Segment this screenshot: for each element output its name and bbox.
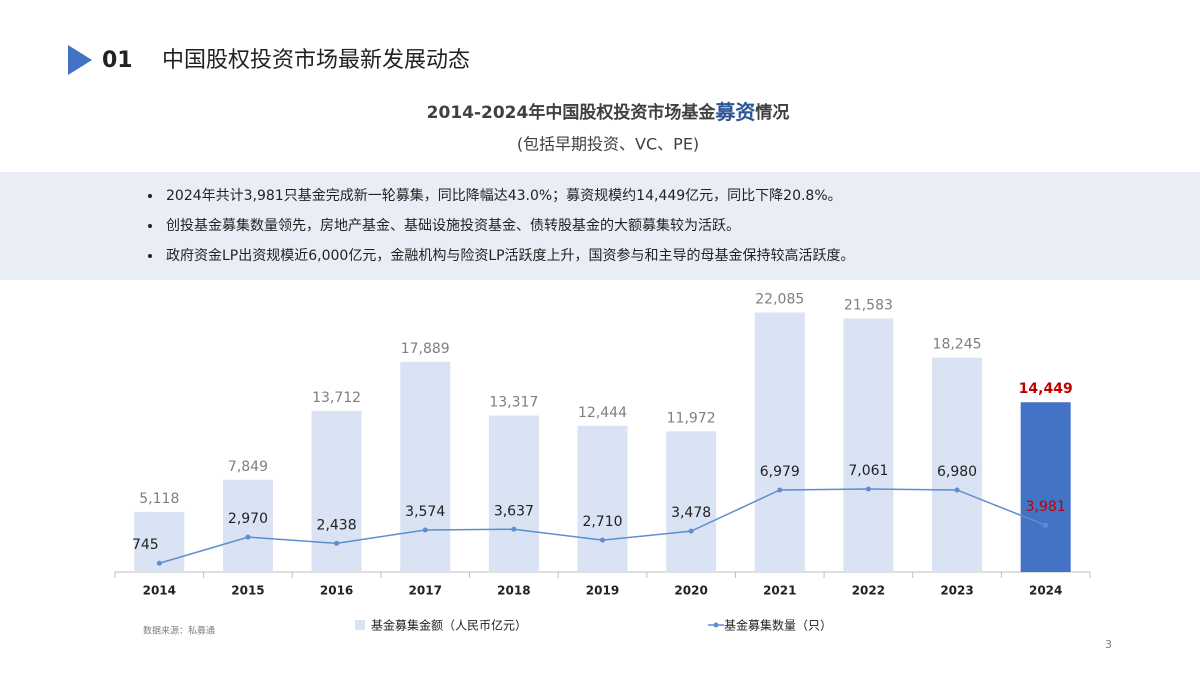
bullet-text: 政府资金LP出资规模近6,000亿元，金融机构与险资LP活跃度上升，国资参与和主… xyxy=(166,247,855,264)
bar-label: 11,972 xyxy=(667,410,716,426)
bullet-panel xyxy=(0,172,1200,280)
line-label: 2,970 xyxy=(228,511,268,527)
bar xyxy=(577,425,628,572)
legend-label: 基金募集金额（人民币亿元） xyxy=(371,618,527,633)
bar xyxy=(1020,402,1071,572)
x-tick-label: 2022 xyxy=(852,584,885,598)
page-number: 3 xyxy=(1105,638,1112,651)
title-part: 情况 xyxy=(755,102,789,123)
bar-label: 13,712 xyxy=(312,390,361,406)
title-part: 2014-2024年中国股权投资市场基金 xyxy=(427,102,717,123)
section-title: 中国股权投资市场最新发展动态 xyxy=(162,48,470,73)
line-point xyxy=(511,526,517,532)
chart-title: 2014-2024年中国股权投资市场基金募资情况 xyxy=(427,100,790,124)
line-label: 7,061 xyxy=(848,463,888,479)
line-point xyxy=(777,487,783,493)
x-tick-label: 2015 xyxy=(231,584,264,598)
line-point xyxy=(245,534,251,540)
legend-swatch xyxy=(355,620,365,630)
title-emphasis: 募资 xyxy=(714,100,755,124)
x-tick-label: 2014 xyxy=(143,584,176,598)
line-point xyxy=(688,528,694,534)
bullet-dot xyxy=(148,224,152,228)
bar-label: 13,317 xyxy=(489,395,538,411)
line-label: 3,637 xyxy=(494,503,534,519)
header-marker xyxy=(68,45,92,75)
bar-label: 5,118 xyxy=(139,491,179,507)
bar xyxy=(666,431,717,572)
legend-label: 基金募集数量（只） xyxy=(724,618,832,633)
x-tick-label: 2016 xyxy=(320,584,353,598)
x-tick-label: 2023 xyxy=(940,584,973,598)
bar xyxy=(754,312,805,572)
line-label: 6,980 xyxy=(937,464,977,480)
bar xyxy=(843,318,894,572)
source: 数据来源：私募通 xyxy=(143,625,215,637)
line-label: 745 xyxy=(132,537,159,553)
line-point xyxy=(156,560,162,566)
line-point xyxy=(865,486,871,492)
bullet-dot xyxy=(148,254,152,258)
line-point xyxy=(334,540,340,546)
line-label: 3,574 xyxy=(405,504,445,520)
line-label: 3,478 xyxy=(671,505,711,521)
bar xyxy=(932,357,983,572)
bar xyxy=(400,361,451,572)
bar-label: 12,444 xyxy=(578,405,627,421)
line-label: 2,710 xyxy=(582,514,622,530)
x-tick-label: 2019 xyxy=(586,584,619,598)
bullet-list: 2024年共计3,981只基金完成新一轮募集，同比降幅达43.0%；募资规模约1… xyxy=(148,187,855,264)
bar xyxy=(311,410,362,572)
bar-label: 21,583 xyxy=(844,297,893,313)
bullet-text: 创投基金募集数量领先，房地产基金、基础设施投资基金、债转股基金的大额募集较为活跃… xyxy=(166,217,740,234)
x-tick-label: 2020 xyxy=(674,584,707,598)
line-label: 6,979 xyxy=(760,464,800,480)
chart-subtitle: (包括早期投资、VC、PE) xyxy=(517,135,699,154)
line-label: 3,981 xyxy=(1026,499,1066,515)
chart: 2014 2015 2016 2017 2018 2019 2020 2021 2022 2023… xyxy=(114,292,1091,633)
x-tick-label: 2018 xyxy=(497,584,530,598)
section-number: 01 xyxy=(102,48,133,73)
x-tick-label: 2024 xyxy=(1029,584,1062,598)
x-tick-label: 2021 xyxy=(763,584,796,598)
line-point xyxy=(422,527,428,533)
legend-swatch xyxy=(713,622,719,628)
bar-label: 14,449 xyxy=(1019,381,1073,397)
bar-label: 22,085 xyxy=(755,292,804,308)
bar-label: 17,889 xyxy=(401,341,450,357)
bar-label: 18,245 xyxy=(933,337,982,353)
bar xyxy=(488,415,539,572)
bar-label: 7,849 xyxy=(228,459,268,475)
bullet-text: 2024年共计3,981只基金完成新一轮募集，同比降幅达43.0%；募资规模约1… xyxy=(166,187,842,204)
line-point xyxy=(600,537,605,543)
bar xyxy=(222,479,273,572)
line-label: 2,438 xyxy=(317,517,357,533)
line-point xyxy=(1043,522,1049,528)
line-point xyxy=(954,487,960,493)
bullet-dot xyxy=(148,194,152,198)
x-tick-label: 2017 xyxy=(409,584,442,598)
